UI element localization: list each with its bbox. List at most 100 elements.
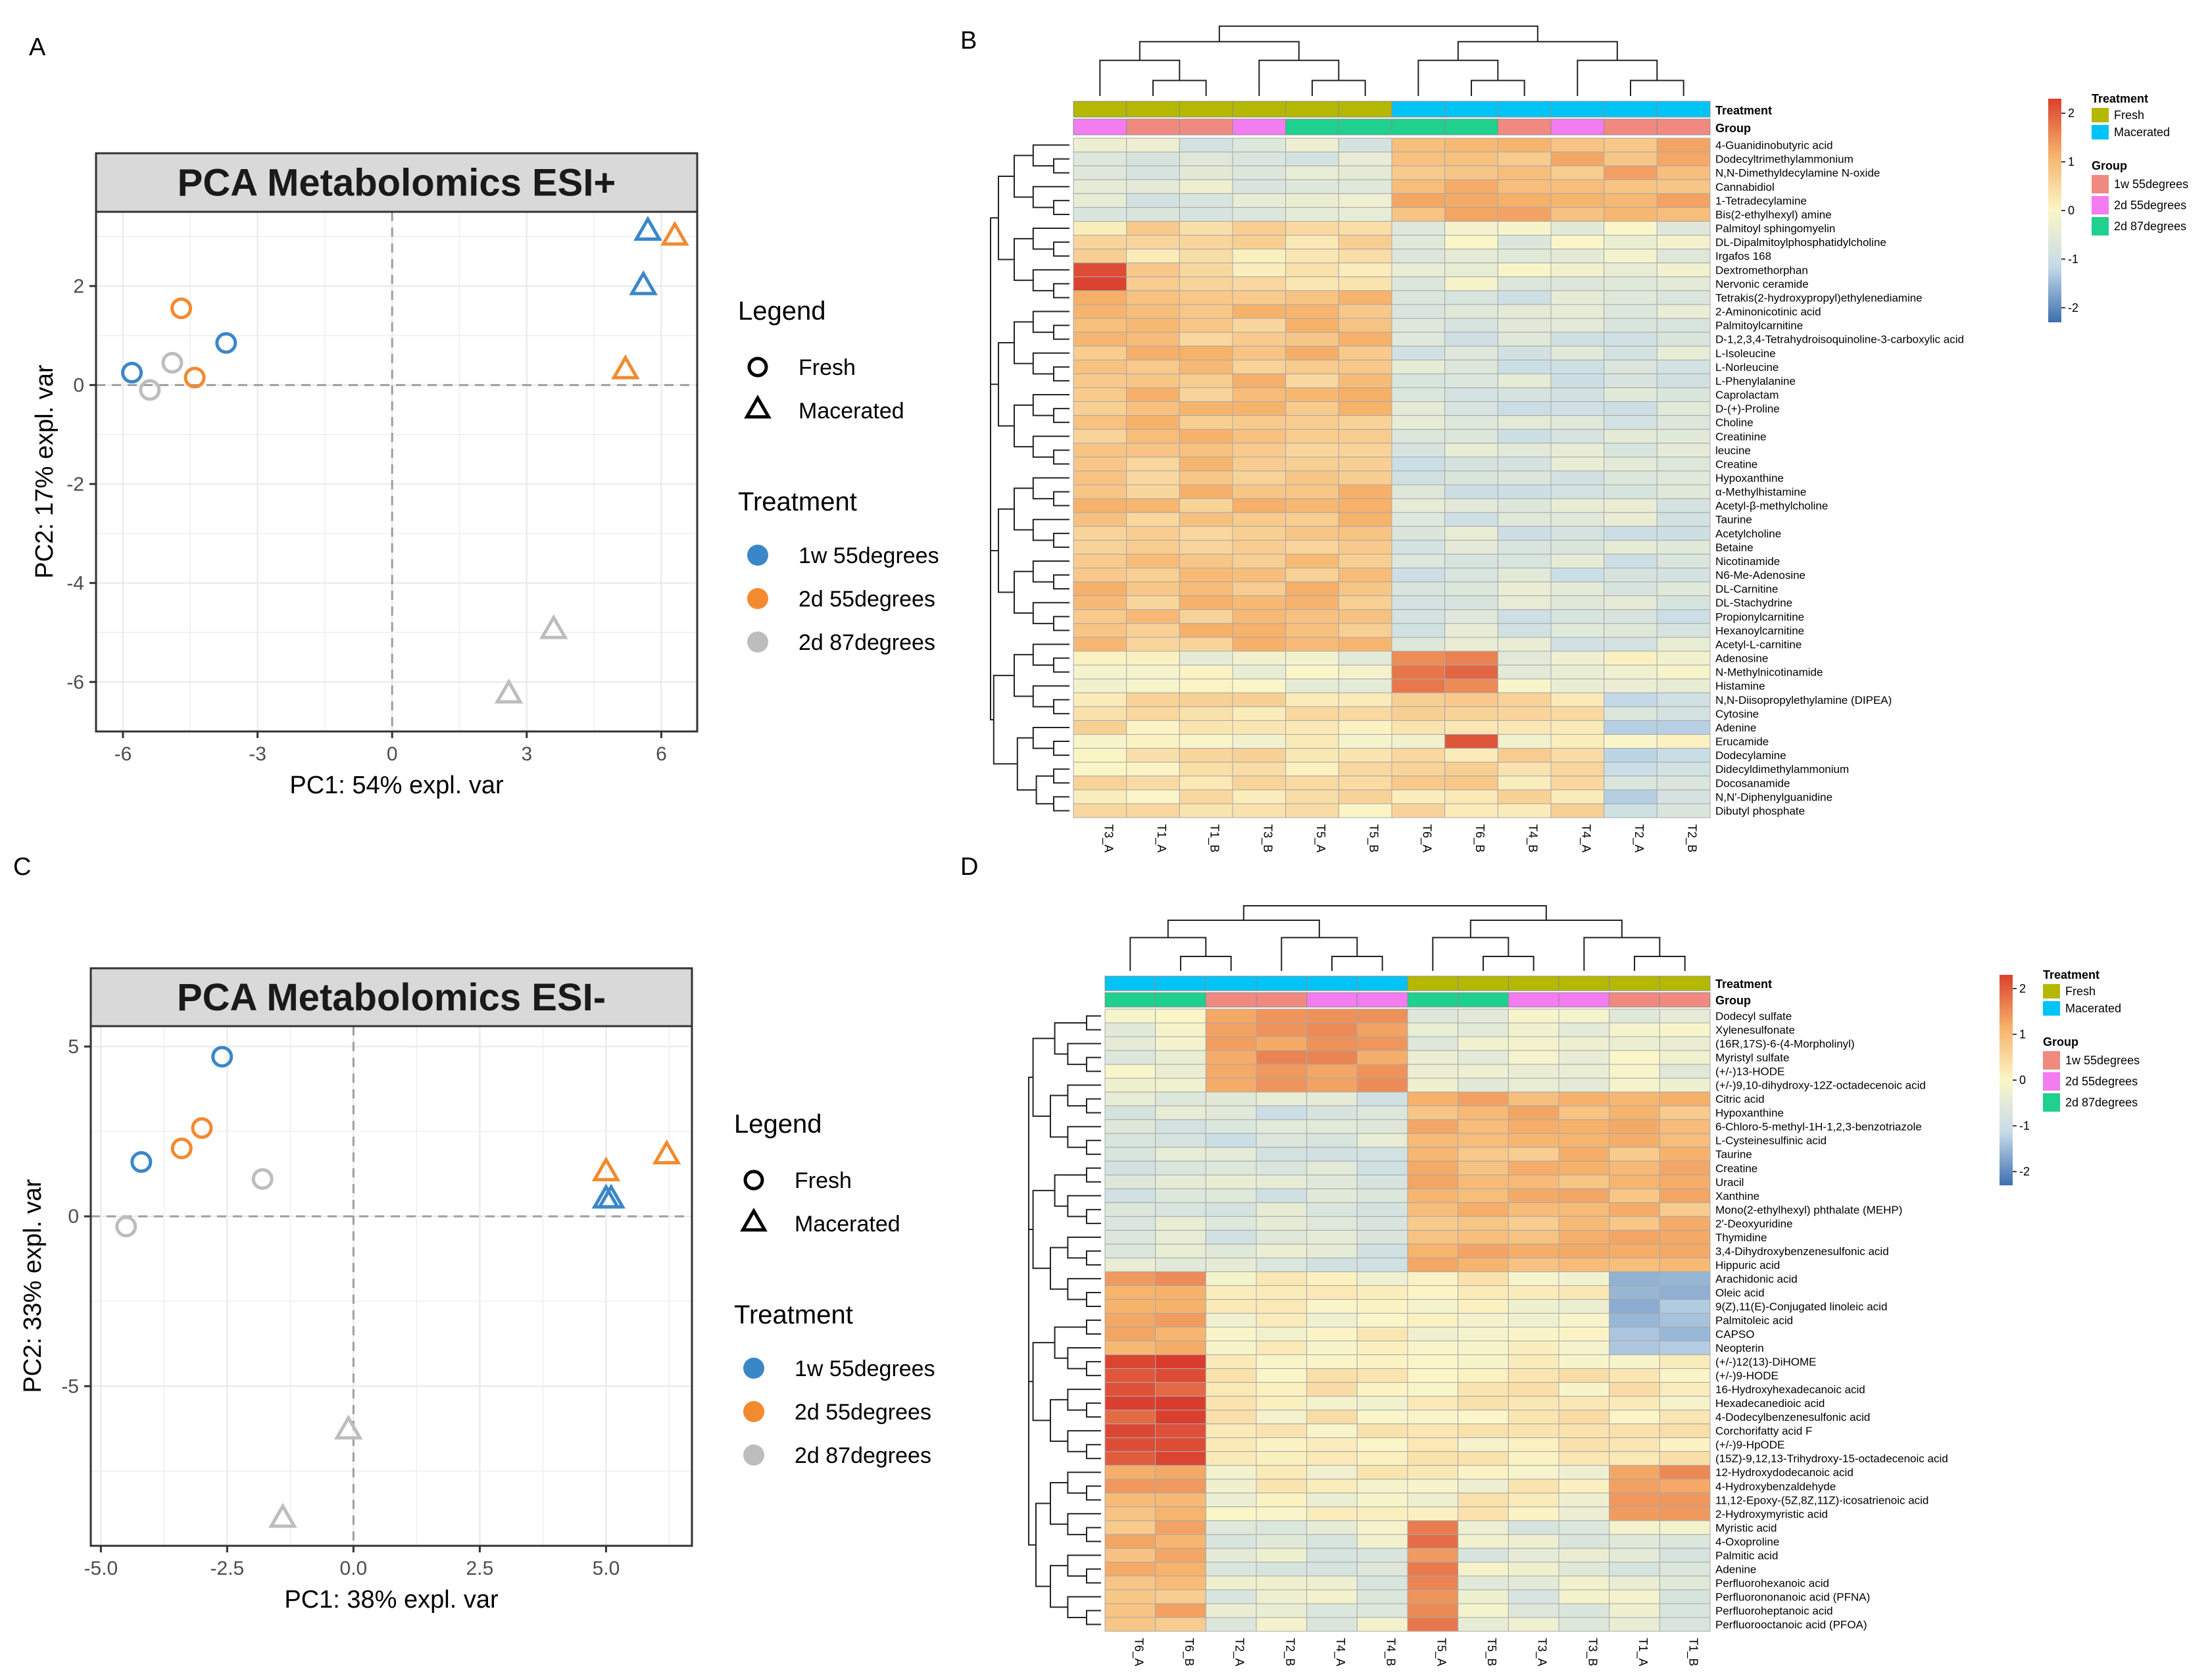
heatmap-cell: [1604, 803, 1658, 818]
heatmap-cell: [1458, 1437, 1509, 1452]
row-dendrogram-branch: [998, 508, 1014, 593]
heatmap-cell: [1179, 484, 1233, 499]
heatmap-cell: [1550, 720, 1605, 735]
heatmap-cell: [1285, 789, 1339, 804]
heatmap-cell: [1205, 1312, 1257, 1328]
heatmap-cell: [1444, 637, 1498, 652]
heatmap-cell: [1256, 1603, 1308, 1618]
heatmap-cell: [1256, 1077, 1308, 1093]
heatmap-cell: [1306, 1493, 1358, 1508]
heatmap-cell: [1550, 457, 1605, 472]
heatmap-cell: [1497, 623, 1552, 638]
row-dendrogram-branch: [1086, 1167, 1101, 1183]
heatmap-cell: [1604, 595, 1658, 610]
heatmap-cell: [1073, 332, 1127, 347]
group-annotation-cell: [1659, 992, 1711, 1008]
row-dendrogram-branch: [1014, 155, 1033, 198]
heatmap-cell: [1356, 1105, 1408, 1120]
heatmap-cell: [1126, 692, 1180, 707]
heatmap-cell: [1558, 1147, 1610, 1162]
heatmap-cell: [1126, 429, 1180, 444]
heatmap-cell: [1656, 179, 1711, 194]
heatmap-cell: [1609, 1229, 1660, 1245]
heatmap-cell: [1285, 776, 1339, 791]
heatmap-row-label: Creatinine: [1715, 430, 1767, 443]
heatmap-cell: [1285, 290, 1339, 305]
heatmap-cell: [1444, 151, 1498, 166]
heatmap-cell: [1444, 443, 1498, 458]
heatmap-cell: [1155, 1147, 1206, 1162]
heatmap-cell: [1659, 1396, 1711, 1411]
heatmap-cell: [1126, 373, 1180, 388]
column-dendrogram-branch: [1483, 956, 1535, 971]
row-dendrogram-branch: [1067, 1195, 1101, 1218]
heatmap-cell: [1338, 235, 1392, 250]
heatmap-cell: [1179, 539, 1233, 555]
heatmap-cell: [1604, 720, 1658, 735]
column-dendrogram-branch: [1312, 80, 1366, 96]
x-tick-label: 3: [521, 743, 532, 765]
row-dendrogram-branch: [1014, 570, 1033, 614]
heatmap-cell: [1659, 1562, 1711, 1577]
heatmap-cell: [1338, 137, 1392, 153]
heatmap-cell: [1306, 1160, 1358, 1175]
heatmap-cell: [1126, 789, 1180, 804]
legend-group-swatch: [2092, 196, 2109, 214]
heatmap-cell: [1338, 512, 1392, 527]
heatmap-cell: [1458, 1548, 1509, 1563]
heatmap-cell: [1558, 1022, 1610, 1037]
row-dendrogram-branch: [1050, 1095, 1068, 1138]
heatmap-cell: [1458, 1285, 1509, 1300]
heatmap-cell: [1126, 623, 1180, 638]
heatmap-cell: [1155, 1008, 1206, 1024]
heatmap-cell: [1497, 678, 1552, 693]
heatmap-cell: [1497, 498, 1552, 513]
heatmap-cell: [1356, 1133, 1408, 1148]
heatmap-cell: [1407, 1271, 1459, 1286]
heatmap-cell: [1550, 664, 1605, 679]
heatmap-cell: [1104, 1312, 1156, 1328]
data-point-triangle: [633, 216, 662, 241]
data-point-circle: [215, 332, 237, 354]
heatmap-cell: [1508, 1312, 1559, 1328]
heatmap-cell: [1458, 1534, 1509, 1549]
heatmap-cell: [1656, 415, 1711, 430]
heatmap-cell: [1444, 401, 1498, 416]
heatmap-cell: [1232, 553, 1287, 569]
heatmap-cell: [1285, 609, 1339, 624]
heatmap-cell: [1306, 1506, 1358, 1521]
heatmap-cell: [1073, 429, 1127, 444]
legend-treatment-swatch: [747, 631, 768, 653]
heatmap-cell: [1458, 1520, 1509, 1535]
heatmap-cell: [1508, 1036, 1559, 1051]
heatmap-row-label: Betaine: [1715, 541, 1754, 554]
heatmap-cell: [1458, 1229, 1509, 1245]
heatmap-cell: [1604, 137, 1658, 153]
heatmap-column-label: T1_B: [1208, 824, 1221, 852]
heatmap-cell: [1126, 387, 1180, 403]
heatmap-cell: [1338, 568, 1392, 583]
heatmap-cell: [1356, 1285, 1408, 1300]
heatmap-cell: [1604, 664, 1658, 679]
heatmap-cell: [1656, 457, 1711, 472]
data-point-circle: [139, 379, 161, 401]
heatmap-row-label: Histamine: [1715, 680, 1765, 693]
heatmap-cell: [1659, 1160, 1711, 1175]
heatmap-cell: [1306, 1368, 1358, 1383]
heatmap-cell: [1073, 165, 1127, 180]
heatmap-cell: [1656, 429, 1711, 444]
heatmap-cell: [1391, 568, 1446, 583]
heatmap-cell: [1155, 1437, 1206, 1452]
legend-treatment-swatch: [743, 1358, 764, 1379]
heatmap-cell: [1444, 207, 1498, 222]
heatmap-cell: [1497, 720, 1552, 735]
data-point-circle: [191, 1117, 213, 1139]
heatmap-cell: [1550, 498, 1605, 513]
heatmap-cell: [1604, 748, 1658, 763]
heatmap-row-label: 12-Hydroxydodecanoic acid: [1715, 1466, 1854, 1479]
heatmap-cell: [1073, 207, 1127, 222]
heatmap-cell: [1659, 1229, 1711, 1245]
heatmap-cell: [1550, 235, 1605, 250]
heatmap-row-label: D-1,2,3,4-Tetrahydroisoquinoline-3-carbo…: [1715, 334, 1964, 346]
heatmap-cell: [1155, 1091, 1206, 1106]
